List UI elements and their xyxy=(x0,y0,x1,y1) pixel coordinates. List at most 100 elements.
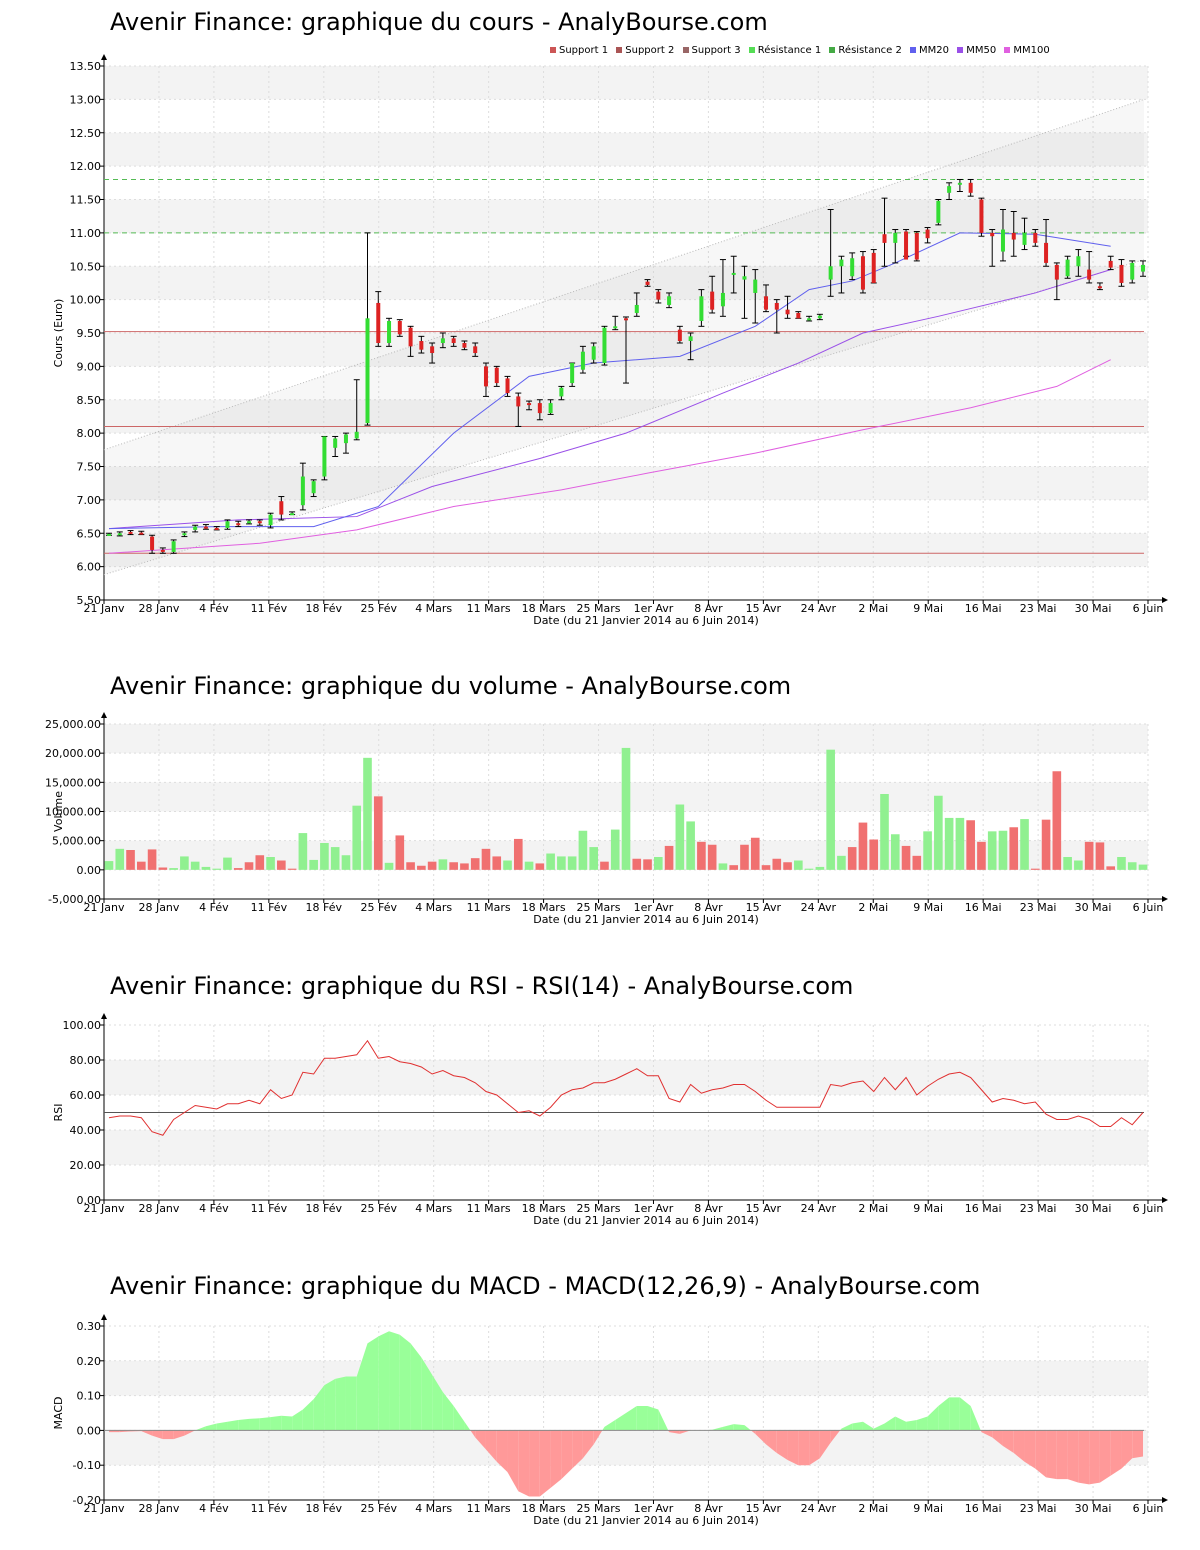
macd-negative-area xyxy=(1046,1430,1057,1480)
macd-x-tick-label: 15 Avr xyxy=(746,1502,782,1515)
macd-negative-area xyxy=(470,1430,476,1438)
candle-body xyxy=(354,431,359,439)
volume-bar xyxy=(449,862,458,870)
macd-negative-area xyxy=(485,1430,497,1462)
price-y-tick-label: 8.50 xyxy=(77,394,102,407)
legend-support-2-label: Support 2 xyxy=(625,45,675,56)
candle-body xyxy=(742,276,747,280)
macd-positive-area xyxy=(216,1421,228,1431)
candle-body xyxy=(947,186,952,193)
candle-body xyxy=(225,521,230,528)
macd-x-tick-label: 28 Janv xyxy=(138,1502,179,1515)
volume-bar xyxy=(654,857,663,870)
volume-x-tick-label: 11 Mars xyxy=(467,901,511,914)
macd-negative-area xyxy=(1078,1430,1090,1485)
candle-body xyxy=(914,232,919,260)
candle-body xyxy=(365,318,370,424)
macd-negative-area xyxy=(679,1430,691,1434)
rsi-band xyxy=(104,1060,1148,1095)
candle-body xyxy=(1141,264,1145,272)
candle-body xyxy=(236,523,241,526)
macd-positive-area xyxy=(270,1415,282,1431)
volume-bar xyxy=(277,860,286,870)
macd-positive-area xyxy=(744,1425,751,1431)
macd-positive-area xyxy=(335,1376,346,1431)
volume-x-tick-label: 30 Mai xyxy=(1075,901,1112,914)
macd-chart-svg: -0.20 -0.10 0.00 0.10 0.20 0.30 21 Janv 28 Janv… xyxy=(52,1314,1168,1527)
volume-bar xyxy=(373,796,383,870)
price-y-tick-label: 5.50 xyxy=(77,594,102,607)
macd-positive-area xyxy=(421,1357,433,1431)
price-chart-svg: 5.50 6.00 6.50 7.00 7.50 8.00 8.50 9.00 9.50 10.0… xyxy=(52,54,1168,627)
price-x-tick-label: 1er Avr xyxy=(634,602,674,615)
price-x-tick-label: 9 Mai xyxy=(913,602,943,615)
volume-bar xyxy=(201,866,211,870)
price-y-axis-label: Cours (Euro) xyxy=(52,299,65,368)
price-y-tick-label: 6.00 xyxy=(77,561,102,574)
rsi-x-tick-label: 18 Fév xyxy=(306,1202,343,1215)
price-y-tick-label: 9.50 xyxy=(77,327,102,340)
candle-body xyxy=(430,346,435,354)
legend-mm50-label: MM50 xyxy=(966,45,997,56)
macd-chart-title: Avenir Finance: graphique du MACD - MACD… xyxy=(110,1272,981,1300)
legend-mm50-swatch xyxy=(957,47,964,53)
candle-body xyxy=(871,252,876,283)
price-x-tick-label: 11 Mars xyxy=(467,602,511,615)
macd-positive-area xyxy=(442,1392,454,1431)
macd-positive-area xyxy=(712,1426,723,1431)
macd-positive-area xyxy=(733,1424,745,1431)
volume-x-tick-label: 24 Avr xyxy=(801,901,837,914)
macd-negative-area xyxy=(981,1430,993,1438)
volume-bar xyxy=(1138,864,1148,870)
candle-body xyxy=(667,296,672,305)
candle-body xyxy=(677,329,682,342)
rsi-line xyxy=(108,1039,1144,1136)
volume-x-tick-label: 2 Mai xyxy=(858,901,888,914)
candle-body xyxy=(150,536,155,550)
macd-x-tick-label: 23 Mai xyxy=(1020,1502,1057,1515)
candle-body xyxy=(462,343,467,348)
price-x-tick-label: 16 Mai xyxy=(965,602,1002,615)
volume-bar xyxy=(718,863,728,870)
volume-bar xyxy=(298,833,308,870)
macd-positive-area xyxy=(432,1374,443,1431)
legend-resistance-1-label: Résistance 1 xyxy=(757,45,822,56)
price-x-tick-label: 6 Juin xyxy=(1133,602,1164,615)
macd-positive-area xyxy=(927,1406,939,1431)
volume-x-tick-label: 4 Fév xyxy=(199,901,229,914)
volume-bar xyxy=(966,820,975,870)
volume-bar xyxy=(535,863,545,870)
candle-body xyxy=(516,396,521,407)
candle-body xyxy=(979,199,984,233)
candle-body xyxy=(117,533,122,536)
macd-positive-area xyxy=(602,1426,605,1431)
macd-x-tick-label: 21 Janv xyxy=(84,1502,125,1515)
candle-body xyxy=(440,338,445,344)
price-x-tick-label: 23 Mai xyxy=(1020,602,1057,615)
candle-body xyxy=(1087,269,1092,280)
price-band xyxy=(104,266,1148,300)
macd-x-axis-arrow xyxy=(1162,1497,1168,1503)
price-x-tick-label: 18 Fév xyxy=(306,602,343,615)
volume-bar xyxy=(934,795,943,870)
macd-negative-area xyxy=(1099,1430,1111,1483)
candle-body xyxy=(710,291,715,310)
volume-bar xyxy=(557,856,566,870)
macd-positive-area xyxy=(647,1406,659,1431)
volume-x-tick-label: 9 Mai xyxy=(913,901,943,914)
volume-bar xyxy=(923,831,932,870)
candle-body xyxy=(656,291,661,300)
macd-negative-area xyxy=(798,1430,810,1466)
candle-body xyxy=(817,315,822,319)
volume-bar xyxy=(998,830,1008,870)
rsi-y-tick-label: 0.00 xyxy=(77,1194,102,1207)
volume-bar xyxy=(1041,819,1051,870)
macd-positive-area xyxy=(970,1406,981,1431)
candle-body xyxy=(1011,232,1016,240)
volume-bar xyxy=(783,862,792,870)
volume-bar xyxy=(158,867,168,870)
candle-body xyxy=(1076,256,1081,267)
candle-body xyxy=(936,200,941,223)
rsi-x-axis-arrow xyxy=(1162,1197,1168,1203)
volume-bar xyxy=(901,845,911,870)
